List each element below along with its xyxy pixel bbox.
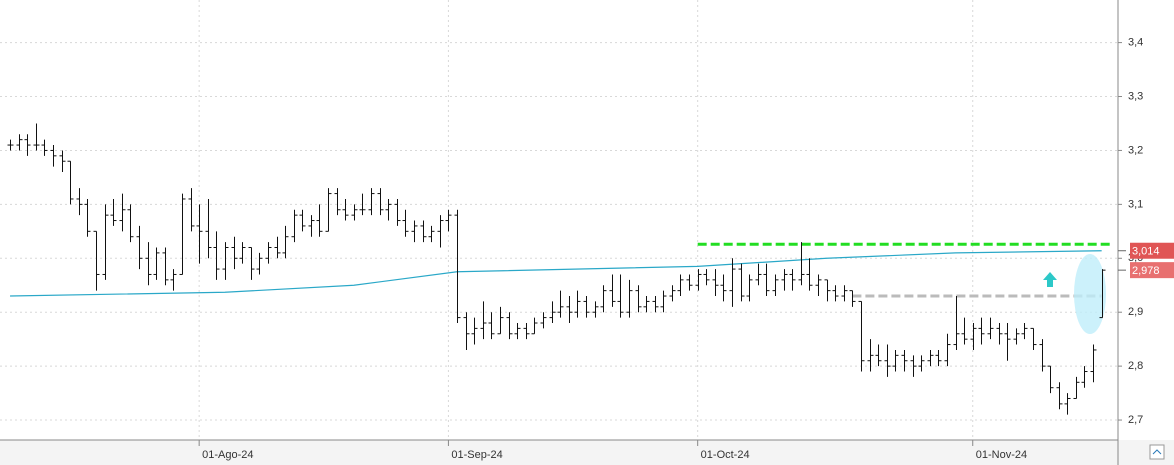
- y-tick-label: 3,3: [1128, 90, 1143, 102]
- y-tick-label: 2,8: [1128, 360, 1143, 372]
- highlight-ellipse: [1074, 254, 1106, 334]
- marks: [7, 123, 1111, 415]
- corner-icon[interactable]: [1149, 444, 1165, 460]
- x-tick-label: 01-Nov-24: [976, 449, 1027, 461]
- y-tick-label: 3,4: [1128, 37, 1143, 49]
- price-label: 2,978: [1132, 265, 1160, 277]
- price-label-box: [1130, 262, 1174, 279]
- x-tick-label: 01-Ago-24: [202, 449, 253, 461]
- moving-average-line: [10, 250, 1102, 297]
- corner-icon-glyph: [1152, 449, 1162, 455]
- y-tick-label: 3,2: [1128, 144, 1143, 156]
- y-tick-label: 2,7: [1128, 414, 1143, 426]
- price-bars: [1099, 269, 1106, 319]
- x-tick-label: 01-Oct-24: [701, 449, 750, 461]
- y-tick-label: 3,1: [1128, 198, 1143, 210]
- price-label: 3,014: [1132, 246, 1160, 258]
- x-tick-label: 01-Sep-24: [451, 449, 502, 461]
- up-arrow: [1043, 272, 1057, 287]
- price-label-box: [1130, 242, 1174, 259]
- x-axis-band: [0, 440, 1174, 465]
- y-tick-label: 2,9: [1128, 306, 1143, 318]
